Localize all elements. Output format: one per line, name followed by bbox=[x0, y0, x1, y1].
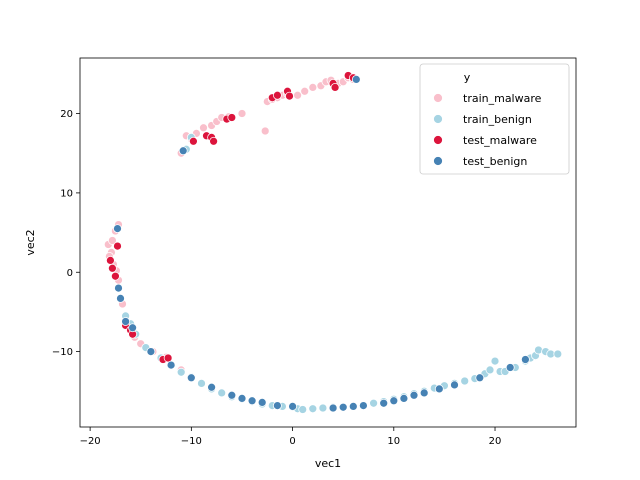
point-test_benign-4 bbox=[128, 323, 137, 333]
point-test_benign-11 bbox=[247, 396, 257, 406]
legend-marker-train_malware bbox=[433, 93, 443, 103]
point-train_benign-45 bbox=[534, 345, 543, 355]
legend-label-test_benign: test_benign bbox=[463, 155, 527, 168]
x-tick-label-4: 20 bbox=[489, 436, 502, 447]
point-test_benign-0 bbox=[113, 224, 122, 233]
point-train_malware-1 bbox=[108, 236, 117, 245]
point-test_benign-26 bbox=[475, 373, 485, 383]
point-test_benign-3 bbox=[121, 317, 130, 326]
point-test_malware-20 bbox=[330, 83, 340, 92]
point-test_benign-20 bbox=[389, 396, 399, 406]
x-axis-label: vec1 bbox=[315, 457, 341, 470]
y-axis: −10 0 10 20 bbox=[52, 109, 80, 358]
x-tick-label-0: −20 bbox=[80, 436, 101, 447]
point-test_benign-2 bbox=[116, 294, 125, 303]
point-test_benign-25 bbox=[450, 380, 459, 390]
point-train_benign-9 bbox=[217, 388, 227, 398]
point-test_benign-19 bbox=[379, 398, 389, 408]
point-test_malware-12 bbox=[209, 136, 218, 146]
legend-label-train_benign: train_benign bbox=[463, 113, 532, 126]
point-test_benign-29 bbox=[178, 146, 188, 156]
point-test_malware-1 bbox=[108, 263, 117, 273]
point-test_benign-27 bbox=[505, 363, 515, 372]
legend: y train_malwaretrain_benigntest_malwaret… bbox=[419, 63, 570, 175]
plot-frame bbox=[79, 57, 577, 428]
point-test_benign-9 bbox=[227, 390, 237, 400]
point-test_malware-9 bbox=[189, 136, 198, 146]
point-train_benign-25 bbox=[369, 398, 378, 408]
x-tick-label-1: −10 bbox=[181, 436, 202, 447]
point-train_benign-37 bbox=[485, 365, 495, 375]
y-tick-label-3: 20 bbox=[60, 109, 73, 120]
point-train_benign-7 bbox=[197, 379, 206, 388]
legend-marker-test_benign bbox=[433, 156, 443, 166]
points-layer bbox=[103, 71, 563, 414]
point-train_benign-48 bbox=[553, 349, 563, 359]
point-test_malware-18 bbox=[285, 91, 294, 101]
point-test_benign-12 bbox=[257, 398, 267, 407]
point-train_malware-33 bbox=[293, 90, 302, 100]
point-train_malware-34 bbox=[300, 86, 310, 96]
legend-marker-test_malware bbox=[433, 135, 443, 145]
point-test_benign-5 bbox=[146, 347, 156, 356]
point-test_benign-16 bbox=[338, 402, 348, 412]
legend-label-train_malware: train_malware bbox=[463, 92, 542, 105]
point-train_malware-27 bbox=[260, 126, 270, 136]
legend-box bbox=[419, 63, 570, 175]
point-test_benign-10 bbox=[237, 394, 247, 403]
point-train_benign-18 bbox=[298, 405, 308, 414]
x-tick-label-2: 0 bbox=[289, 436, 295, 447]
legend-marker-train_benign bbox=[433, 114, 443, 124]
y-tick-label-0: −10 bbox=[52, 347, 73, 358]
point-test_benign-14 bbox=[288, 402, 297, 411]
point-test_benign-21 bbox=[399, 394, 409, 403]
point-test_malware-3 bbox=[111, 271, 120, 281]
point-test_malware-0 bbox=[106, 256, 115, 265]
x-tick-label-3: 10 bbox=[387, 436, 400, 447]
point-train_benign-19 bbox=[308, 404, 318, 414]
x-axis: −20 −10 0 10 20 bbox=[80, 427, 502, 447]
point-test_benign-15 bbox=[328, 403, 338, 413]
point-test_benign-7 bbox=[186, 373, 196, 383]
point-train_malware-35 bbox=[308, 83, 318, 92]
point-test_benign-8 bbox=[207, 382, 216, 392]
point-test_benign-30 bbox=[351, 75, 361, 84]
point-train_benign-38 bbox=[490, 356, 500, 366]
point-test_malware-16 bbox=[273, 90, 282, 100]
point-test_benign-6 bbox=[166, 360, 176, 370]
point-train_benign-5 bbox=[176, 367, 186, 377]
y-tick-label-1: 0 bbox=[67, 268, 73, 279]
point-test_benign-23 bbox=[419, 388, 429, 398]
legend-label-test_malware: test_malware bbox=[463, 134, 537, 147]
point-test_benign-13 bbox=[273, 401, 282, 410]
point-test_malware-2 bbox=[113, 241, 122, 251]
y-tick-label-2: 10 bbox=[60, 188, 73, 199]
point-test_benign-17 bbox=[348, 402, 358, 411]
legend-title: y bbox=[464, 71, 471, 84]
legend-entries: train_malware train_benign test_malwaretes… bbox=[433, 92, 542, 168]
point-train_malware-25 bbox=[237, 109, 247, 118]
y-axis-label: vec2 bbox=[24, 229, 37, 255]
point-test_malware-14 bbox=[227, 113, 237, 122]
point-test_benign-1 bbox=[114, 283, 123, 293]
point-test_benign-18 bbox=[359, 401, 368, 410]
point-test_benign-22 bbox=[409, 390, 419, 400]
point-train_benign-20 bbox=[318, 403, 328, 413]
point-train_benign-34 bbox=[460, 376, 470, 386]
point-test_benign-24 bbox=[434, 384, 444, 394]
point-test_benign-28 bbox=[521, 355, 530, 364]
point-train_malware-20 bbox=[199, 123, 208, 133]
